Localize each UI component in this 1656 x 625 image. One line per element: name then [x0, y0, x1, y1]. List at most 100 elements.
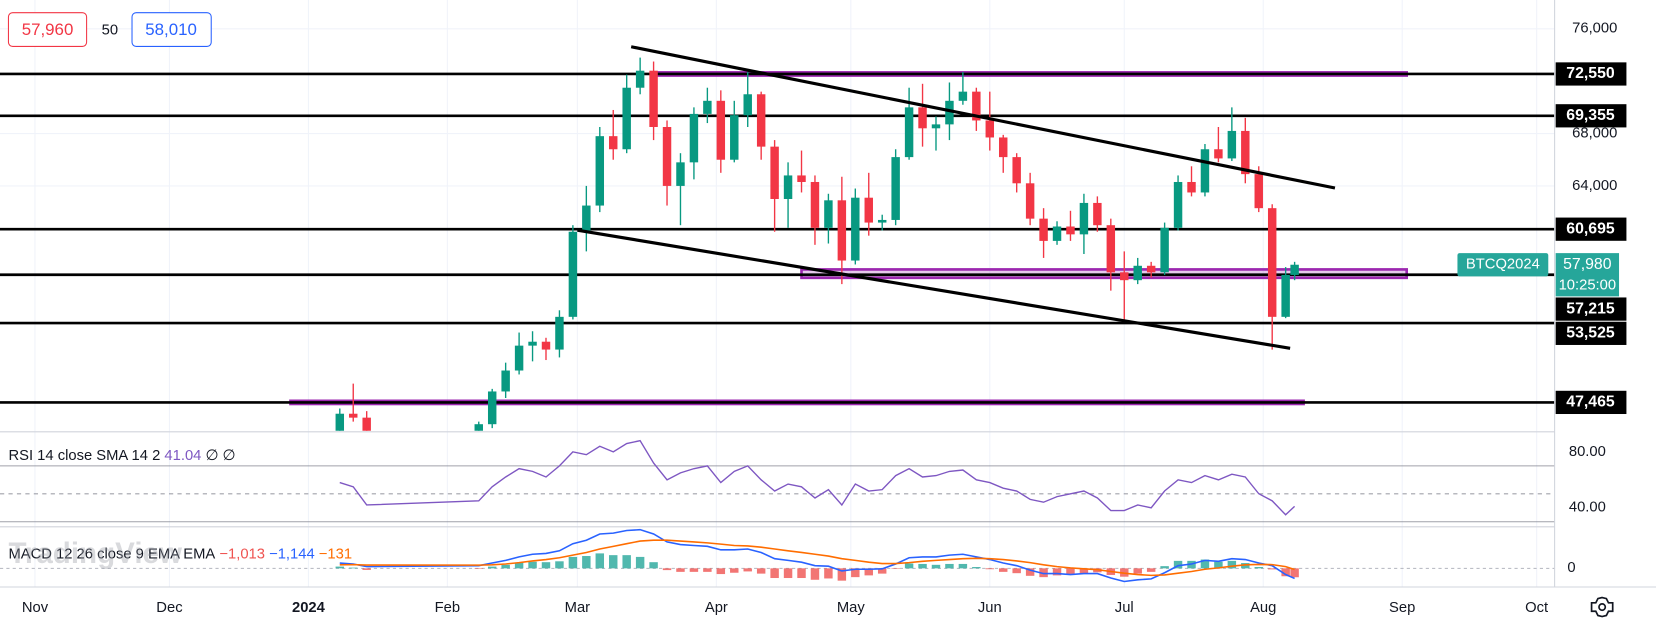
x-tick-label: Nov — [22, 600, 49, 616]
settings-icon[interactable] — [1590, 596, 1614, 618]
macd-histogram-bar — [1281, 568, 1290, 577]
macd-histogram-bar — [1066, 568, 1075, 575]
level-label: 47,465 — [1566, 394, 1615, 411]
macd-histogram-bar — [1227, 560, 1237, 569]
macd-histogram-bar — [362, 568, 371, 570]
macd-histogram-bar — [931, 564, 941, 569]
macd-histogram-bar — [1025, 568, 1035, 576]
candle-body — [743, 94, 752, 116]
rsi-line — [339, 439, 1296, 516]
macd-legend-item: −1,013 — [219, 546, 265, 562]
overlay: 57,960 50 58,010 TradingView — [7, 12, 1614, 618]
candle-body — [891, 157, 900, 220]
bid-box[interactable] — [7, 12, 88, 47]
level-label-box — [1555, 104, 1627, 128]
candle-body — [1025, 183, 1035, 219]
macd-histogram-bar — [568, 556, 578, 569]
macd-histogram-bar — [1173, 560, 1183, 569]
y-tick-label: 68,000 — [1572, 125, 1617, 141]
candle-body — [797, 175, 806, 182]
candle-body — [864, 197, 873, 223]
macd-histogram-bar — [756, 568, 766, 574]
x-tick-label: Sep — [1389, 600, 1415, 616]
x-tick-label: 2024 — [292, 600, 326, 616]
candle-body — [918, 107, 927, 129]
macd-histogram-bar — [703, 568, 712, 572]
macd-histogram-bar — [676, 568, 685, 572]
x-tick-label: Feb — [435, 600, 460, 616]
candle-body — [1093, 202, 1102, 226]
macd-histogram-bar — [514, 562, 524, 569]
macd-legend-item: −1,144 — [269, 546, 315, 562]
level-label-box — [1555, 297, 1627, 321]
candle-body — [528, 341, 537, 346]
x-tick-label: May — [837, 600, 866, 616]
candle-body — [487, 391, 497, 425]
candle-body — [474, 424, 483, 431]
symbol-label: BTCQ2024 — [1466, 257, 1540, 273]
candle-body — [904, 107, 914, 158]
candle-body — [689, 113, 699, 163]
macd-histogram-bar — [797, 568, 806, 579]
price-pane — [0, 45, 1555, 431]
macd-histogram-bar — [649, 562, 658, 569]
macd-line — [339, 528, 1295, 583]
candle-body — [945, 100, 954, 125]
bid-price: 57,960 — [22, 20, 74, 39]
y-tick-label: 64,000 — [1572, 178, 1617, 194]
candle-body — [756, 94, 766, 147]
candle-body — [1227, 130, 1237, 159]
candle-body — [609, 136, 618, 150]
macd-legend: MACD 12 26 close 9 EMA EMA −1,013 −1,144… — [8, 546, 352, 562]
macd-legend-item: −131 — [319, 546, 352, 562]
macd-histogram-bar — [824, 568, 833, 579]
candle-body — [1281, 274, 1290, 317]
candle-body — [676, 162, 685, 186]
candle-body — [837, 200, 847, 261]
macd-pane: MACD 12 26 close 9 EMA EMA −1,013 −1,144… — [0, 528, 1555, 583]
macd-histogram-bar — [528, 561, 537, 569]
candle-body — [730, 115, 739, 160]
macd-histogram-bar — [1254, 567, 1263, 569]
macd-histogram-bar — [972, 567, 981, 569]
macd-histogram-bar — [945, 563, 954, 569]
level-label-box — [1555, 390, 1627, 415]
macd-histogram-bar — [1039, 568, 1048, 578]
candle-body — [716, 100, 726, 160]
symbol-label-box — [1457, 253, 1549, 277]
candle-body — [985, 120, 995, 138]
candle-body — [1200, 149, 1210, 193]
macd-histogram-bar — [609, 555, 618, 569]
macd-histogram-bar — [877, 568, 887, 574]
candle-body — [770, 146, 779, 200]
candle-body — [972, 91, 981, 121]
macd-histogram-bar — [1079, 568, 1089, 574]
macd-histogram-bar — [1146, 568, 1156, 572]
macd-histogram-bar — [1241, 563, 1250, 569]
candle-body — [703, 100, 712, 114]
macd-histogram-bar — [1267, 568, 1277, 570]
level-label: 69,355 — [1566, 107, 1615, 124]
candle-body — [649, 70, 658, 127]
macd-histogram-bar — [1133, 568, 1142, 574]
candle-body — [1052, 226, 1062, 241]
candle-body — [595, 136, 605, 206]
candle-body — [931, 124, 941, 129]
y-tick-label: 80.00 — [1569, 444, 1606, 460]
macd-histogram-bar — [1200, 559, 1210, 569]
macd-histogram-bar — [1052, 568, 1062, 576]
x-tick-label: Oct — [1525, 600, 1548, 616]
ask-box[interactable] — [131, 12, 212, 47]
level-label-box — [1555, 217, 1627, 241]
candle-body — [335, 413, 345, 431]
signal-line — [339, 539, 1295, 577]
macd-histogram-bar — [958, 563, 968, 569]
rsi-legend-last: 41.04 — [164, 448, 201, 464]
candle-body — [851, 197, 860, 261]
x-tick-label: Aug — [1250, 600, 1276, 616]
macd-histogram-bar — [783, 568, 793, 579]
candle-body — [999, 137, 1008, 158]
candle-body — [810, 181, 820, 228]
